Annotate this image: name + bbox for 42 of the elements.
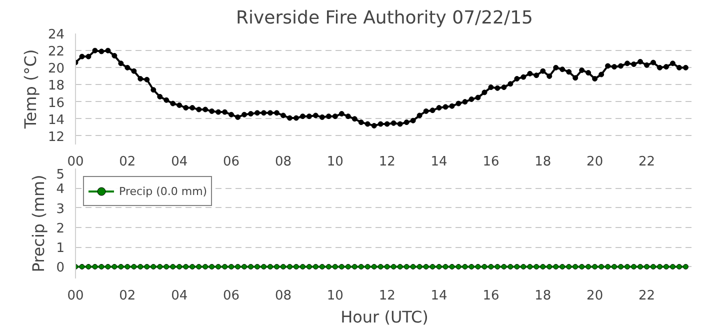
x-tick-label: 18: [534, 288, 552, 304]
x-tick-label: 12: [378, 288, 396, 304]
x-tick-label: 10: [326, 154, 344, 170]
legend-label: Precip (0.0 mm): [119, 184, 208, 198]
x-tick-label: 16: [482, 154, 500, 170]
y-tick-label: 20: [48, 62, 65, 77]
x-tick-label: 22: [638, 154, 656, 170]
y-tick-label: 3: [56, 202, 65, 217]
x-tick-label: 20: [586, 154, 604, 170]
y-tick-label: 12: [48, 130, 65, 145]
x-tick-label: 08: [274, 154, 292, 170]
x-tick-label: 06: [223, 288, 240, 304]
y-tick-label: 4: [56, 182, 65, 198]
x-tick-label: 16: [482, 288, 500, 304]
x-axis-title: Hour (UTC): [340, 308, 428, 326]
x-tick-label: 02: [119, 154, 136, 170]
y-tick-label: 22: [48, 44, 65, 60]
chart-title: Riverside Fire Authority 07/22/15: [236, 8, 533, 28]
y-axis-title: Precip (mm): [29, 174, 48, 272]
y-tick-label: 5: [56, 168, 65, 182]
x-tick-label: 10: [326, 288, 344, 304]
x-tick-label: 22: [638, 288, 656, 304]
x-tick-label: 18: [534, 154, 552, 170]
y-tick-label: 1: [56, 241, 65, 256]
x-tick-label: 14: [430, 154, 448, 170]
y-tick-label: 2: [56, 221, 65, 236]
y-axis-title: Temp (°C): [20, 49, 40, 130]
x-tick-label: 12: [378, 154, 396, 170]
x-tick-label: 00: [67, 288, 84, 304]
y-tick-label: 24: [48, 28, 65, 42]
y-tick-label: 16: [48, 96, 65, 111]
x-tick-label: 04: [171, 154, 188, 170]
y-tick-label: 18: [48, 78, 65, 94]
x-tick-label: 20: [586, 288, 604, 304]
x-tick-label: 08: [274, 288, 292, 304]
x-tick-label: 06: [223, 154, 240, 170]
y-tick-label: 0: [56, 260, 65, 276]
x-tick-label: 14: [430, 288, 448, 304]
x-tick-label: 04: [171, 288, 188, 304]
x-tick-label: 02: [119, 288, 136, 304]
y-tick-label: 14: [48, 112, 65, 128]
x-tick-label: 00: [67, 154, 84, 170]
